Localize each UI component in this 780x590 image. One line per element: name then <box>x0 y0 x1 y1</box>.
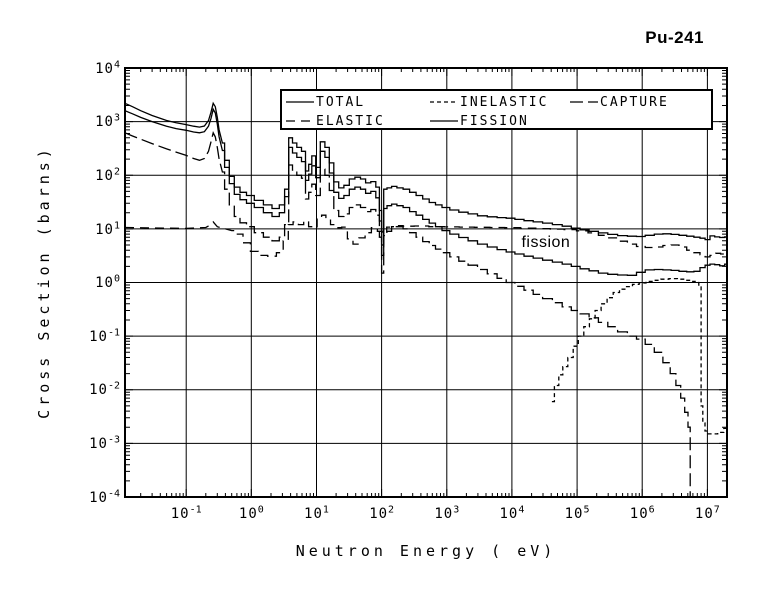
x-tick-label-10e6: 106 <box>629 504 655 522</box>
axis-ticks <box>125 67 727 498</box>
x-tick-label-10e0: 100 <box>238 504 264 522</box>
legend-line-solid <box>430 120 458 122</box>
legend-label: FISSION <box>460 113 529 129</box>
legend-item-total: TOTAL <box>286 94 365 110</box>
y-tick-label-10e-2: 10-2 <box>89 380 120 399</box>
legend-line-short-dash <box>430 101 458 103</box>
y-tick-label-10e4: 104 <box>95 59 120 77</box>
legend-label: CAPTURE <box>600 94 669 110</box>
series-inelastic <box>551 277 727 435</box>
legend-line-solid <box>286 101 314 103</box>
x-tick-label-10e3: 103 <box>434 504 460 522</box>
y-tick-label-10e1: 101 <box>95 219 120 238</box>
legend-box: TOTAL INELASTIC CAPTURE ELASTIC FISSION <box>280 89 713 130</box>
x-axis-title: Neutron Energy ( eV) <box>295 542 557 560</box>
x-tick-label-10e5: 105 <box>564 504 590 522</box>
legend-item-capture: CAPTURE <box>570 94 669 110</box>
x-tick-label-10e-1: 10-1 <box>170 504 202 522</box>
figure-title: Pu-241 <box>645 28 704 47</box>
y-tick-label-10e-4: 10-4 <box>89 488 120 506</box>
x-tick-label-10e1: 101 <box>304 504 329 522</box>
x-tick-label-10e7: 107 <box>694 504 720 522</box>
y-tick-label-10e2: 102 <box>95 166 120 184</box>
series-fission <box>125 107 727 276</box>
y-tick-label-10e0: 100 <box>95 273 120 292</box>
y-tick-label-10e3: 103 <box>95 112 120 131</box>
legend-line-long-dash <box>286 120 314 122</box>
legend-item-fission: FISSION <box>430 113 529 129</box>
legend-item-inelastic: INELASTIC <box>430 94 548 110</box>
fission-annotation: fission <box>521 234 571 252</box>
series-total <box>125 101 727 246</box>
legend-label: TOTAL <box>316 94 366 110</box>
legend-label: ELASTIC <box>316 113 385 129</box>
y-tick-label-10e-1: 10-1 <box>89 327 120 345</box>
legend-item-elastic: ELASTIC <box>286 113 385 129</box>
x-tick-label-10e2: 102 <box>369 504 395 522</box>
x-tick-label-10e4: 104 <box>499 504 525 522</box>
plot-frame <box>124 67 728 498</box>
series-capture <box>125 130 691 497</box>
legend-label: INELASTIC <box>460 94 549 110</box>
legend-line-med-dash <box>570 101 598 103</box>
grid-lines <box>125 68 727 497</box>
y-tick-label-10e-3: 10-3 <box>89 434 120 453</box>
